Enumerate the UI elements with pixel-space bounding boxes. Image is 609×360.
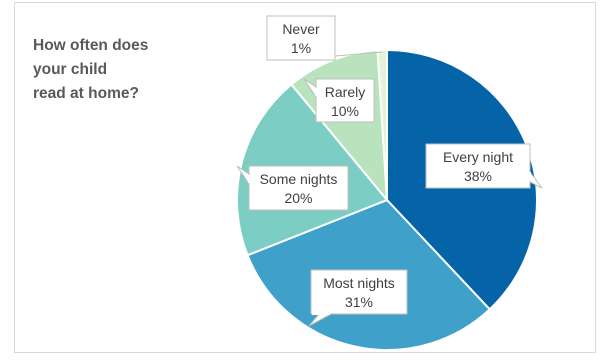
chart-title-line-2: your child: [33, 61, 108, 78]
callout-seam: [312, 313, 330, 315]
callout-box: [248, 165, 349, 211]
data-label-value: 10%: [331, 103, 359, 119]
leader-line: [334, 51, 383, 57]
data-label-never: Never 1%: [266, 15, 383, 61]
data-label-every-night: Every night 38%: [425, 143, 543, 189]
data-label-category: Every night: [443, 149, 513, 165]
data-label-category: Most nights: [323, 275, 395, 291]
data-label-rarely: Rarely 10%: [303, 78, 375, 123]
data-label-most-nights: Most nights 31%: [308, 269, 408, 327]
callout-seam: [248, 175, 250, 183]
callout-seam: [315, 88, 317, 96]
data-label-value: 38%: [464, 168, 492, 184]
chart-title-line-3: read at home?: [33, 85, 139, 102]
data-label-callouts: Every night 38% Most nights 31% Some nights 2…: [236, 15, 543, 327]
data-label-value: 31%: [345, 294, 373, 310]
data-label-category: Never: [282, 21, 320, 37]
data-label-value: 1%: [291, 40, 311, 56]
callout-box: [310, 269, 408, 315]
callout-seam: [529, 172, 531, 181]
data-label-some-nights: Some nights 20%: [236, 165, 349, 211]
pie-slice-never: [376, 48, 388, 201]
callout-box: [266, 15, 336, 61]
callout-box: [315, 78, 375, 123]
chart-title: How often does your child read at home?: [33, 34, 203, 106]
data-label-category: Some nights: [260, 171, 338, 187]
data-label-value: 20%: [284, 190, 312, 206]
callout-box: [425, 143, 531, 189]
data-label-category: Rarely: [325, 84, 365, 100]
chart-title-line-1: How often does: [33, 37, 149, 54]
